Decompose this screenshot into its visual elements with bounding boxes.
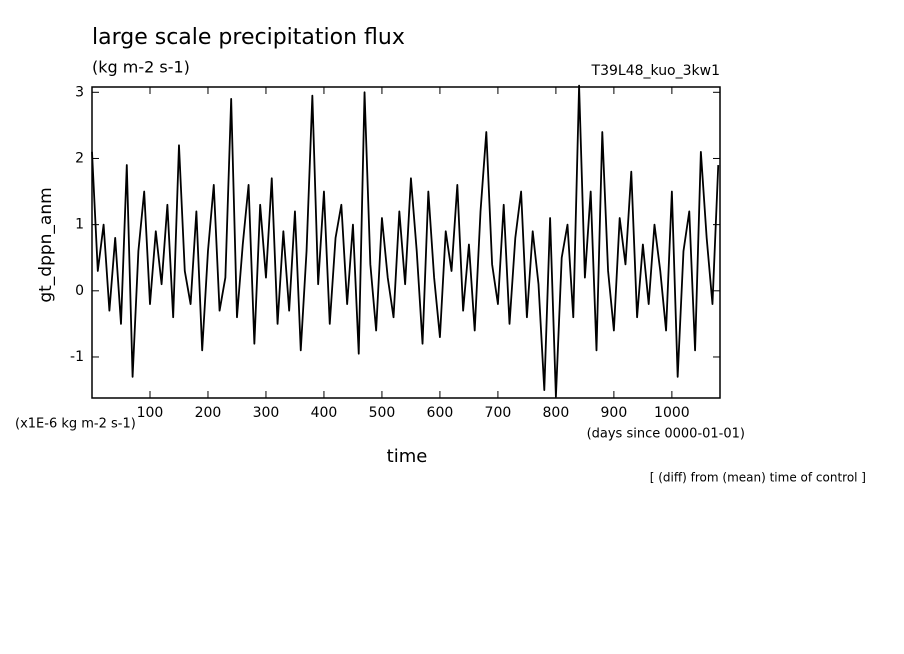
experiment-label: T39L48_kuo_3kw1 [591,63,720,79]
y-axis-label: gt_dppn_anm [36,187,56,302]
x-tick-label: 200 [195,405,222,421]
y-tick-label: 0 [75,283,84,299]
x-tick-label: 800 [543,405,570,421]
y-unit: (x1E-6 kg m-2 s-1) [15,417,136,432]
x-tick-label: 500 [369,405,396,421]
y-tick-label: -1 [70,349,84,365]
chart-title: large scale precipitation flux [92,25,405,50]
y-tick-label: 2 [75,150,84,166]
chart-subtitle: (kg m-2 s-1) [92,58,190,77]
y-tick-label: 1 [75,217,84,233]
series-line [91,84,720,398]
x-tick-label: 300 [253,405,280,421]
x-tick-label: 400 [311,405,338,421]
x-unit: (days since 0000-01-01) [587,427,745,442]
x-tick-label: 600 [427,405,454,421]
x-tick-label: 1000 [654,405,690,421]
y-tick-label: 3 [75,84,84,100]
x-tick-label: 900 [601,405,628,421]
x-tick-label: 700 [485,405,512,421]
x-tick-label: 100 [137,405,164,421]
x-axis-label: time [387,446,428,467]
plot-frame [91,86,721,399]
note: [ (diff) from (mean) time of control ] [650,471,866,485]
